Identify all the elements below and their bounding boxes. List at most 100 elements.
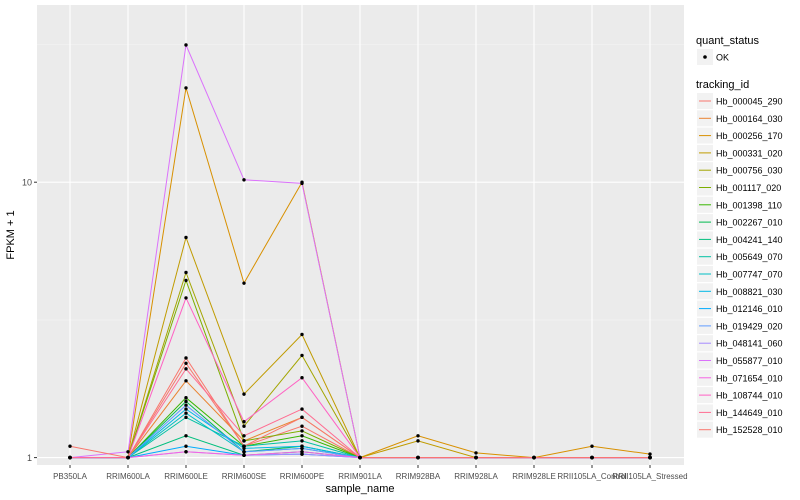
legend-shape-title: quant_status (696, 35, 759, 47)
legend-label-Hb_000045_290: Hb_000045_290 (716, 97, 783, 107)
point-Hb_055877_010-RRIM600LE (184, 43, 188, 47)
legend-label-Hb_144649_010: Hb_144649_010 (716, 408, 783, 418)
point-Hb_000256_170-RRIM600SE (242, 281, 246, 285)
point-Hb_152528_010-RRIM600LE (184, 356, 188, 360)
legend-label-Hb_001117_020: Hb_001117_020 (716, 183, 781, 193)
point-Hb_000756_030-RRIM600SE (242, 424, 246, 428)
point-Hb_152528_010-RRII105LA_Stressed (648, 455, 652, 460)
point-Hb_055877_010-RRIM600SE (242, 178, 246, 182)
x-tick-label-6: RRIM928BA (396, 472, 441, 481)
y-axis: 1 10 (22, 178, 37, 463)
legend-label-Hb_008821_030: Hb_008821_030 (716, 287, 783, 297)
point-Hb_000331_020-RRIM600SE (242, 392, 246, 396)
point-Hb_144649_010-RRIM600PE (300, 407, 304, 411)
point-Hb_008821_030-RRIM600LE (184, 407, 188, 411)
legend-shape-items: OK (697, 49, 729, 65)
point-Hb_144649_010-PB350LA (68, 455, 72, 460)
point-Hb_000256_170-RRII105LA_Control (590, 444, 594, 448)
point-Hb_152528_010-PB350LA (68, 444, 72, 448)
legend-label-Hb_108744_010: Hb_108744_010 (716, 391, 783, 401)
point-Hb_152528_010-RRIM901LA (358, 455, 362, 460)
point-Hb_000756_030-RRIM600LE (184, 270, 188, 275)
y-tick-label-1: 10 (22, 178, 32, 188)
y-axis-title: FPKM + 1 (5, 210, 17, 259)
y-tick-label-0: 1 (27, 453, 32, 463)
point-Hb_152528_010-RRII105LA_Control (590, 455, 594, 460)
point-Hb_108744_010-RRIM600SE (242, 420, 246, 424)
point-Hb_108744_010-RRIM600PE (300, 376, 304, 380)
x-tick-label-0: PB350LA (53, 472, 87, 481)
point-Hb_005649_070-RRIM600LE (184, 415, 188, 420)
legend-label-Hb_007747_070: Hb_007747_070 (716, 270, 783, 280)
legend-label-Hb_001398_110: Hb_001398_110 (716, 200, 782, 210)
point-Hb_001398_110-RRIM600PE (300, 434, 304, 438)
point-Hb_001117_020-RRIM600SE (242, 439, 246, 443)
point-Hb_019429_020-RRIM600LE (184, 403, 188, 407)
x-axis-title: sample_name (325, 483, 394, 495)
point-Hb_055877_010-RRIM600PE (300, 181, 304, 186)
point-Hb_000331_020-RRIM928BA (416, 439, 420, 443)
x-tick-label-2: RRIM600LE (164, 472, 208, 481)
legend-shape-label: OK (716, 53, 729, 63)
legend-label-Hb_055877_010: Hb_055877_010 (716, 356, 783, 366)
legend-label-Hb_000164_030: Hb_000164_030 (716, 114, 783, 124)
legend-label-Hb_152528_010: Hb_152528_010 (716, 425, 783, 435)
point-Hb_019429_020-RRIM600PE (300, 446, 304, 451)
point-Hb_000045_290-RRIM600PE (300, 424, 304, 428)
point-Hb_152528_010-RRIM928LA (474, 455, 478, 460)
point-Hb_152528_010-RRIM600LA (126, 455, 130, 460)
point-Hb_152528_010-RRIM928BA (416, 455, 420, 460)
legend-label-Hb_019429_020: Hb_019429_020 (716, 321, 783, 331)
data-points (68, 43, 652, 460)
point-Hb_000256_170-RRII105LA_Stressed (648, 452, 652, 456)
point-Hb_071654_010-RRIM600LE (184, 450, 188, 454)
x-tick-label-5: RRIM901LA (338, 472, 382, 481)
point-Hb_002267_010-RRIM600LE (184, 399, 188, 404)
legend-label-Hb_000756_030: Hb_000756_030 (716, 166, 783, 176)
x-tick-label-3: RRIM600SE (222, 472, 266, 481)
point-Hb_001117_020-RRIM600PE (300, 429, 304, 433)
x-tick-label-7: RRIM928LA (454, 472, 498, 481)
legend-label-Hb_048141_060: Hb_048141_060 (716, 339, 783, 349)
point-Hb_000256_170-RRIM928LA (474, 451, 478, 455)
x-tick-label-4: RRIM600PE (280, 472, 324, 481)
point-Hb_000756_030-RRIM600PE (300, 353, 304, 358)
point-Hb_019429_020-RRIM600SE (242, 450, 246, 454)
x-tick-label-9: RRII105LA_Control (557, 472, 627, 481)
point-Hb_152528_010-RRIM600SE (242, 444, 246, 448)
legend: quant_status OK tracking_id Hb_000045_29… (696, 35, 783, 438)
x-tick-label-10: RRII105LA_Stressed (612, 472, 687, 481)
legend-label-Hb_071654_010: Hb_071654_010 (716, 373, 783, 383)
point-Hb_144649_010-RRIM600SE (242, 434, 246, 438)
point-Hb_000045_290-RRIM600LE (184, 361, 188, 365)
point-Hb_152528_010-RRIM928LE (532, 455, 536, 460)
x-tick-label-8: RRIM928LE (512, 472, 556, 481)
point-Hb_000331_020-RRIM600LE (184, 235, 188, 240)
legend-color-title: tracking_id (696, 79, 749, 91)
point-Hb_071654_010-RRIM600PE (300, 450, 304, 454)
point-Hb_001117_020-RRIM600LE (184, 278, 188, 283)
point-Hb_001398_110-RRIM600LE (184, 396, 188, 400)
legend-label-Hb_004241_140: Hb_004241_140 (716, 235, 783, 245)
point-Hb_000256_170-RRIM928BA (416, 434, 420, 438)
point-Hb_012146_010-RRIM600LE (184, 444, 188, 448)
point-Hb_071654_010-RRIM600SE (242, 453, 246, 457)
legend-label-Hb_005649_070: Hb_005649_070 (716, 252, 783, 262)
legend-label-Hb_012146_010: Hb_012146_010 (716, 304, 783, 314)
legend-color-items: Hb_000045_290 Hb_000164_030 Hb_000256_170 H… (697, 93, 783, 438)
point-Hb_152528_010-RRIM600PE (300, 415, 304, 420)
legend-label-Hb_000256_170: Hb_000256_170 (716, 131, 783, 141)
point-Hb_000164_030-RRIM600LE (184, 379, 188, 383)
legend-shape-key-point (703, 55, 707, 59)
point-Hb_055877_010-RRIM600LA (126, 450, 130, 454)
point-Hb_005649_070-RRIM600PE (300, 439, 304, 443)
point-Hb_000256_170-RRIM600LE (184, 86, 188, 90)
x-axis: PB350LA RRIM600LA RRIM600LE RRIM600SE RRIM60… (53, 465, 688, 481)
point-Hb_007747_070-RRIM600LE (184, 411, 188, 415)
point-Hb_144649_010-RRIM600LE (184, 367, 188, 371)
point-Hb_000331_020-RRIM600PE (300, 332, 304, 337)
point-Hb_108744_010-RRIM600LE (184, 296, 188, 300)
x-tick-label-1: RRIM600LA (106, 472, 150, 481)
point-Hb_004241_140-RRIM600LE (184, 434, 188, 438)
